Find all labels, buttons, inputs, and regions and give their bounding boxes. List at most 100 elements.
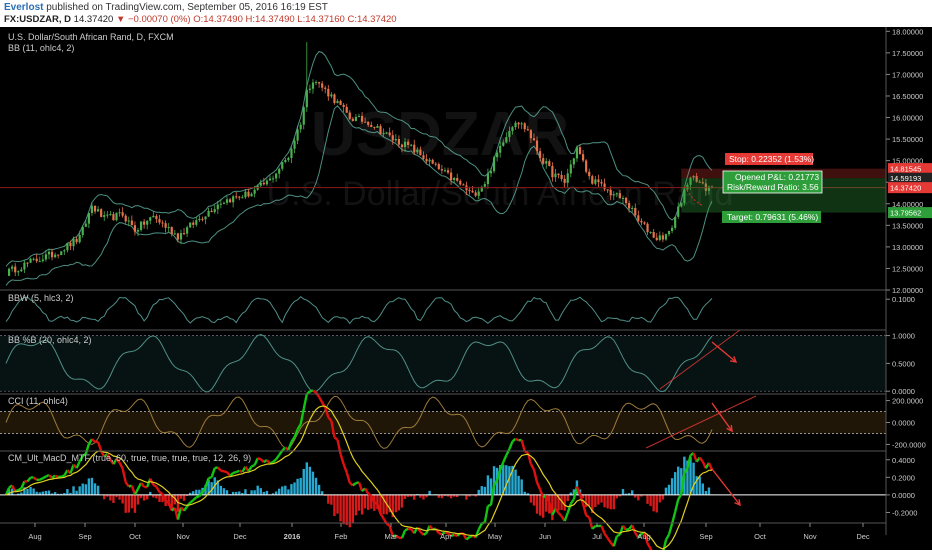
macd-hist-bar <box>275 491 277 494</box>
macd-hist-bar <box>226 490 228 495</box>
candle-body <box>536 140 538 151</box>
candle-body <box>192 223 194 225</box>
y-tick-label: -200.0000 <box>892 440 926 449</box>
target-label: Target: 0.79631 (5.46%) <box>727 212 818 222</box>
macd-hist-bar <box>257 486 259 495</box>
chart-area[interactable]: USDZAR U.S. Dollar/South African Rand 18… <box>0 27 932 550</box>
macd-hist-bar <box>121 495 123 504</box>
candle-body <box>453 178 455 180</box>
macd-hist-bar <box>361 495 363 515</box>
macd-line-seg <box>537 482 540 489</box>
macd-hist-bar <box>281 486 283 494</box>
candle-body <box>527 129 529 130</box>
candle-body <box>521 123 523 124</box>
macd-hist-bar <box>692 463 694 495</box>
macd-line-seg <box>156 487 159 492</box>
macd-line-seg <box>43 477 46 479</box>
candle-body <box>619 193 621 198</box>
macd-hist-bar <box>250 490 252 495</box>
x-tick-label: Aug <box>28 532 41 541</box>
candle-body <box>665 234 667 239</box>
macd-line-seg <box>92 439 95 442</box>
candle-body <box>456 178 458 181</box>
macd-line-seg <box>344 464 347 472</box>
macd-line-seg <box>571 499 574 504</box>
candle-body <box>42 259 44 261</box>
macd-line-seg <box>709 463 712 470</box>
macd-hist-bar <box>158 495 160 502</box>
macd-hist-bar <box>75 491 77 495</box>
candle-body <box>303 107 305 125</box>
candle-body <box>51 252 53 257</box>
candle-body <box>161 223 163 224</box>
y-tick-label: 13.50000 <box>892 221 923 230</box>
macd-line-seg <box>273 459 276 462</box>
y-tick-label: 0.4000 <box>892 456 915 465</box>
target-box[interactable]: Target: 0.79631 (5.46%) <box>722 211 821 223</box>
macd-hist-bar <box>702 483 704 494</box>
macd-hist-bar <box>318 485 320 495</box>
macd-hist-bar <box>134 495 136 513</box>
pnl-label: Opened P&L: 0.21773 <box>735 172 819 182</box>
candle-body <box>444 170 446 171</box>
candle-body <box>416 150 418 153</box>
macd-line-seg <box>209 477 212 478</box>
x-tick-label: Oct <box>754 532 767 541</box>
candle-body <box>435 164 437 165</box>
macd-line-seg <box>153 485 156 487</box>
macd-hist-bar <box>48 491 50 495</box>
macd-line-seg <box>126 482 129 486</box>
macd-line-seg <box>261 459 264 462</box>
candle-body <box>324 88 326 89</box>
candle-body <box>373 127 375 128</box>
main-title: U.S. Dollar/South African Rand, D, FXCM <box>8 32 174 42</box>
candle-body <box>634 208 636 215</box>
candle-body <box>413 145 415 153</box>
x-tick-label: Mar <box>385 532 398 541</box>
candle-body <box>63 250 65 251</box>
macd-hist-bar <box>244 489 246 495</box>
pnl-box[interactable]: Opened P&L: 0.21773 Risk/Reward Ratio: 3… <box>723 171 822 193</box>
author-link[interactable]: Everlost <box>4 2 43 13</box>
chart-svg[interactable]: USDZAR U.S. Dollar/South African Rand 18… <box>0 27 932 550</box>
candle-body <box>33 259 35 260</box>
macd-hist-bar <box>659 495 661 503</box>
candle-body <box>250 194 252 197</box>
candle-body <box>241 197 243 198</box>
candle-body <box>524 123 526 129</box>
rr-label: Risk/Reward Ratio: 3.56 <box>727 182 819 192</box>
publish-text: published on TradingView.com, September … <box>46 2 328 13</box>
candle-body <box>662 235 664 239</box>
macd-line-seg <box>672 512 675 524</box>
bbp-label: BB %B (20, ohlc4, 2) <box>8 335 92 345</box>
macd-down-arrow[interactable] <box>712 469 740 505</box>
macd-hist-bar <box>613 495 615 509</box>
candle-body <box>425 159 427 161</box>
macd-line-seg <box>374 502 377 504</box>
candle-body <box>238 197 240 198</box>
macd-hist-bar <box>192 491 194 495</box>
candle-body <box>168 227 170 228</box>
candle-body <box>594 179 596 183</box>
candle-body <box>76 239 78 242</box>
macd-line-seg <box>34 477 37 479</box>
macd-hist-bar <box>146 495 148 500</box>
candle-body <box>496 153 498 158</box>
candle-body <box>677 207 679 217</box>
candle-body <box>625 198 627 203</box>
macd-hist-bar <box>398 495 400 510</box>
stop-box[interactable]: Stop: 0.22352 (1.53%) <box>725 153 814 165</box>
macd-hist-bar <box>536 495 538 514</box>
high-value: H:14.37490 <box>246 14 295 25</box>
macd-line-seg <box>276 455 279 459</box>
macd-hist-bar <box>112 495 114 503</box>
macd-line-seg <box>420 532 423 535</box>
candle-body <box>155 216 157 219</box>
indicator-panes[interactable] <box>0 297 886 550</box>
macd-line-seg <box>675 499 678 512</box>
y-tick-label: 18.00000 <box>892 27 923 36</box>
macd-hist-bar <box>631 490 633 495</box>
candle-body <box>88 213 90 224</box>
macd-hist-bar <box>652 495 654 511</box>
candle-body <box>186 227 188 233</box>
